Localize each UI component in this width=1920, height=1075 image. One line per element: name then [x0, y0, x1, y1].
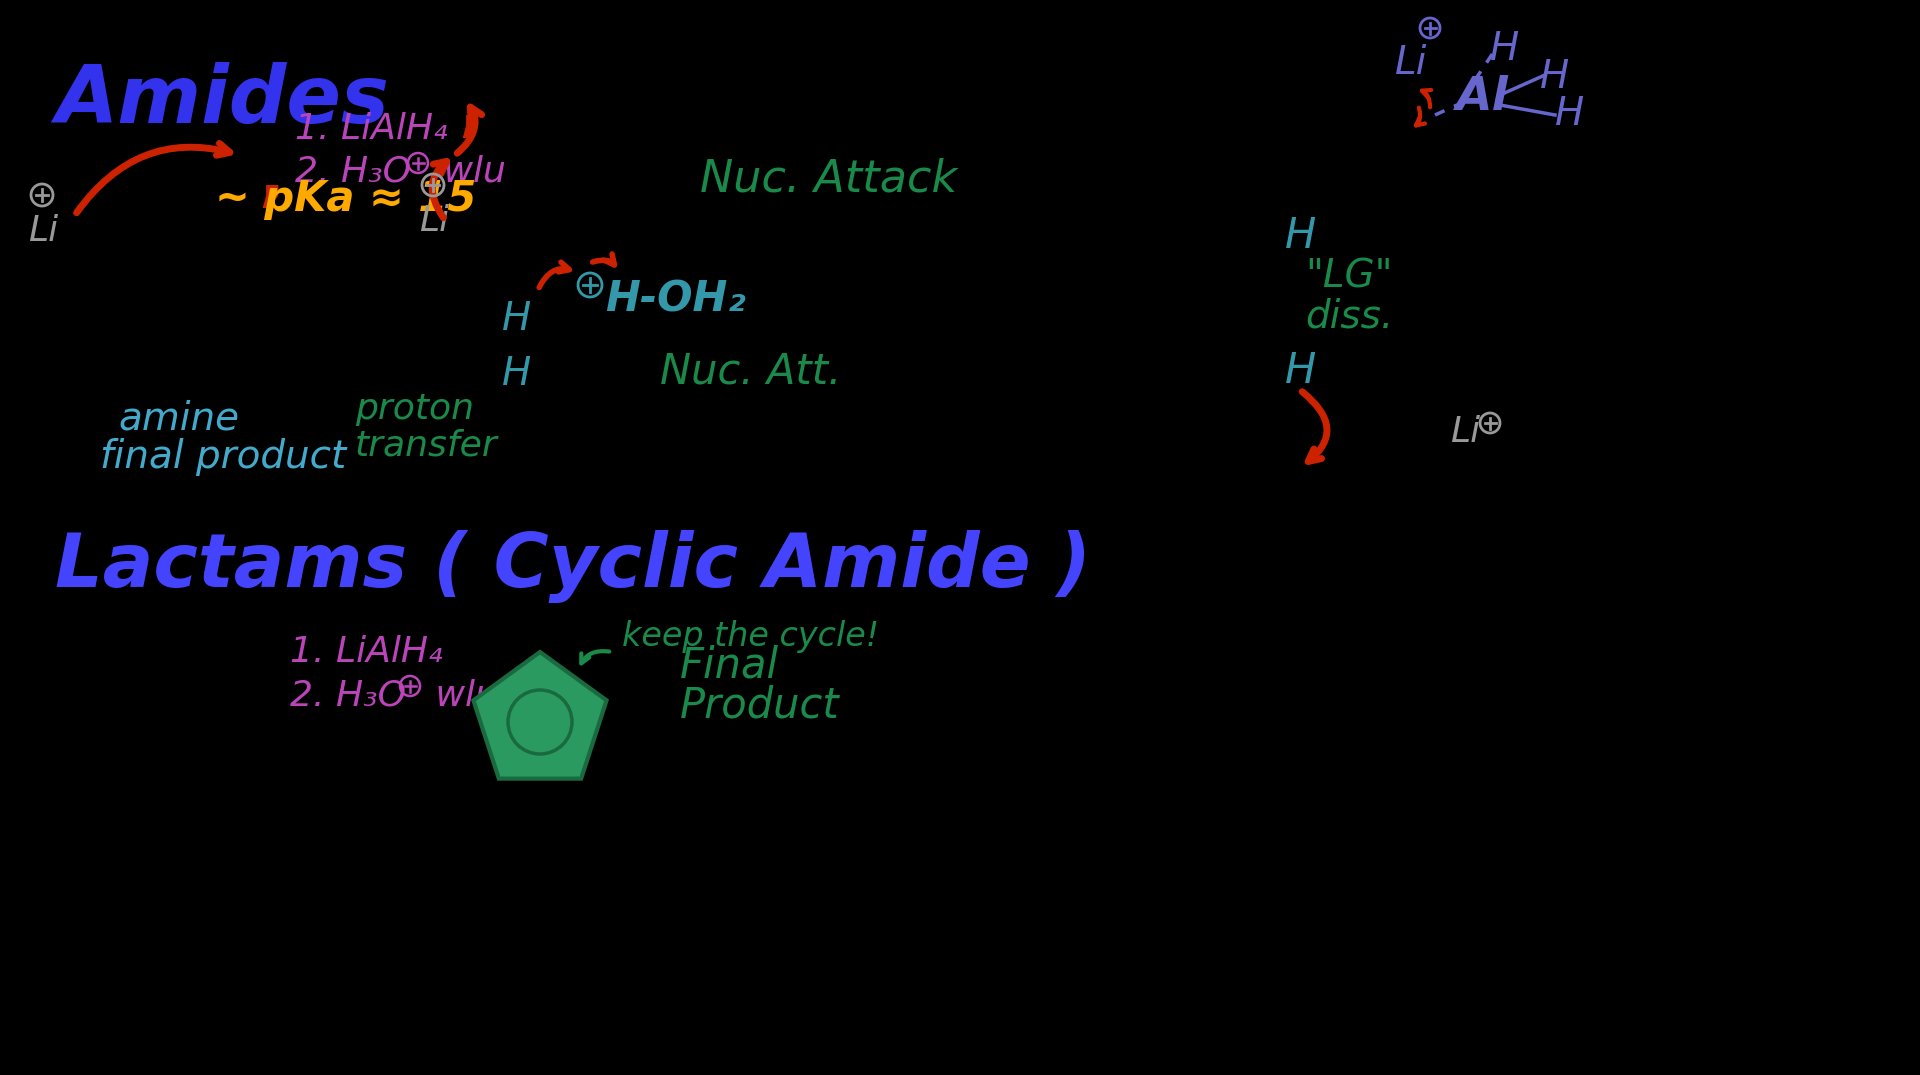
- Text: transfer: transfer: [355, 428, 497, 462]
- Polygon shape: [474, 653, 607, 778]
- Text: 2. H₃O: 2. H₃O: [296, 155, 411, 189]
- Text: Nuc. Att.: Nuc. Att.: [660, 350, 841, 392]
- Text: 2. H₃O: 2. H₃O: [290, 678, 405, 712]
- Text: Final: Final: [680, 645, 780, 687]
- Text: H: H: [501, 355, 532, 393]
- FancyArrowPatch shape: [457, 108, 482, 154]
- Text: ~ pKa ≈ 15: ~ pKa ≈ 15: [215, 178, 476, 220]
- Text: H: H: [1284, 350, 1317, 392]
- Text: H: H: [1490, 30, 1519, 68]
- Text: ,: ,: [257, 145, 284, 212]
- FancyArrowPatch shape: [1415, 108, 1425, 126]
- Text: wlu: wlu: [432, 155, 505, 189]
- FancyArrowPatch shape: [540, 262, 570, 287]
- FancyArrowPatch shape: [593, 254, 614, 264]
- Text: H: H: [1284, 215, 1317, 257]
- Text: Li: Li: [419, 204, 449, 238]
- Text: keep the cycle!: keep the cycle!: [622, 620, 879, 653]
- Text: 1. LiAlH₄: 1. LiAlH₄: [290, 635, 442, 669]
- FancyArrowPatch shape: [432, 161, 447, 218]
- FancyArrowPatch shape: [77, 143, 230, 213]
- Text: Product: Product: [680, 685, 839, 727]
- Text: final product: final product: [100, 438, 346, 476]
- Text: amine: amine: [117, 400, 238, 438]
- FancyArrowPatch shape: [1423, 90, 1430, 108]
- Text: H: H: [1540, 58, 1569, 96]
- Text: Li: Li: [1450, 415, 1480, 449]
- Text: 1. LiAlH₄: 1. LiAlH₄: [296, 112, 447, 146]
- Text: diss.: diss.: [1306, 298, 1394, 336]
- Text: proton: proton: [355, 392, 474, 426]
- Text: "LG": "LG": [1306, 258, 1392, 296]
- FancyArrowPatch shape: [582, 651, 609, 663]
- Text: H: H: [501, 300, 532, 338]
- Text: Amides: Amides: [56, 62, 390, 140]
- FancyArrowPatch shape: [1302, 391, 1327, 461]
- Text: wlu: wlu: [424, 678, 497, 712]
- Text: Nuc. Attack: Nuc. Attack: [701, 158, 958, 201]
- Text: H-OH₂: H-OH₂: [605, 278, 745, 320]
- Text: Li: Li: [1396, 44, 1427, 82]
- Text: Lactams ( Cyclic Amide ): Lactams ( Cyclic Amide ): [56, 530, 1091, 603]
- Text: H: H: [1555, 95, 1584, 133]
- Text: Al: Al: [1455, 75, 1507, 120]
- Text: ,: ,: [459, 75, 484, 142]
- Text: Li: Li: [29, 214, 58, 248]
